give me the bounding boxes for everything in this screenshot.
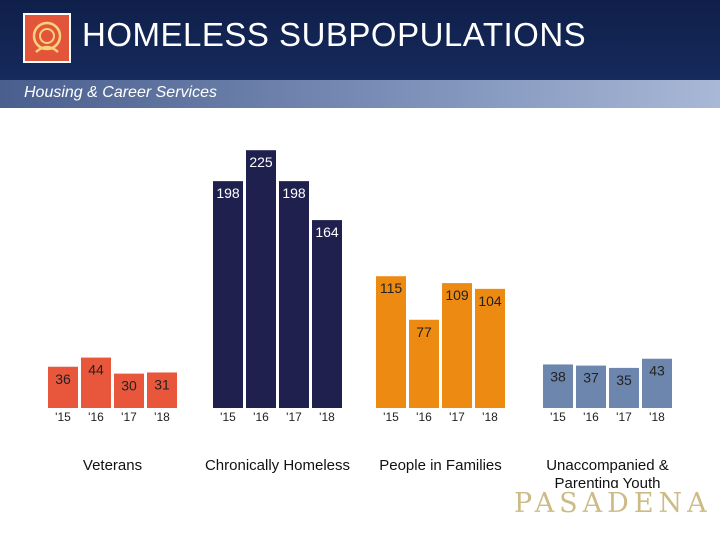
group-label-line: Veterans: [83, 457, 142, 474]
data-label-1-0: 198: [216, 185, 240, 201]
group-label-line: People in Families: [379, 457, 502, 474]
bar-0-0: [48, 366, 78, 408]
page-title: HOMELESS SUBPOPULATIONS: [82, 16, 587, 53]
header-bar: HOMELESS SUBPOPULATIONS: [0, 0, 720, 80]
data-label-0-2: 30: [121, 378, 137, 394]
pasadena-wordmark: PASADENA: [514, 488, 712, 519]
group-label-line: Chronically Homeless: [205, 457, 350, 474]
data-label-2-1: 77: [416, 324, 432, 340]
data-label-2-2: 109: [445, 287, 469, 303]
bar-2-2: [442, 283, 472, 408]
group-label-1: Chronically Homeless: [205, 457, 350, 474]
group-label-3: Unaccompanied & Parenting Youth: [546, 457, 669, 488]
tick-label-1-3: '18: [319, 410, 335, 424]
data-label-3-3: 43: [649, 363, 665, 379]
bar-0-2: [114, 373, 144, 408]
data-label-3-2: 35: [616, 372, 632, 388]
tick-label-3-0: '15: [550, 410, 566, 424]
data-label-3-1: 37: [583, 370, 599, 386]
bar-0-3: [147, 372, 177, 408]
bar-1-0: [213, 181, 243, 408]
subtitle-bar: Housing & Career Services: [0, 80, 720, 108]
tick-label-0-0: '15: [55, 410, 71, 424]
tick-label-2-3: '18: [482, 410, 498, 424]
tick-label-2-0: '15: [383, 410, 399, 424]
bar-0-1: [81, 357, 111, 408]
bar-chart: 36 '15 44 '16 30 '17 31 '18 Veterans 198 '15 225 '16…: [48, 150, 672, 488]
group-label-2: People in Families: [379, 457, 502, 474]
bar-3-1: [576, 365, 606, 408]
tick-label-3-3: '18: [649, 410, 665, 424]
bar-2-0: [376, 276, 406, 408]
data-label-1-3: 164: [315, 224, 339, 240]
data-label-0-0: 36: [55, 371, 71, 387]
bar-1-1: [246, 150, 276, 408]
data-label-2-3: 104: [478, 293, 502, 309]
tick-label-1-2: '17: [286, 410, 302, 424]
bar-3-0: [543, 364, 573, 408]
bar-2-3: [475, 288, 505, 408]
data-label-0-1: 44: [88, 362, 104, 378]
tick-label-2-2: '17: [449, 410, 465, 424]
tick-label-0-2: '17: [121, 410, 137, 424]
data-label-1-1: 225: [249, 154, 273, 170]
tick-label-3-2: '17: [616, 410, 632, 424]
data-label-3-0: 38: [550, 368, 566, 384]
group-label-line: Parenting Youth: [555, 475, 661, 488]
group-label-line: Unaccompanied &: [546, 457, 669, 474]
tick-label-1-1: '16: [253, 410, 269, 424]
bar-3-3: [642, 358, 672, 408]
bar-2-1: [409, 319, 439, 408]
page-subtitle: Housing & Career Services: [24, 84, 217, 101]
tick-label-0-3: '18: [154, 410, 170, 424]
data-label-2-0: 115: [380, 280, 403, 296]
bar-1-3: [312, 220, 342, 408]
bar-1-2: [279, 181, 309, 408]
tick-label-3-1: '16: [583, 410, 599, 424]
rose-logo-icon: [23, 13, 71, 63]
data-label-0-3: 31: [154, 376, 170, 392]
bar-3-2: [609, 367, 639, 408]
group-label-0: Veterans: [83, 457, 142, 474]
tick-label-2-1: '16: [416, 410, 432, 424]
data-label-1-2: 198: [282, 185, 306, 201]
tick-label-0-1: '16: [88, 410, 104, 424]
tick-label-1-0: '15: [220, 410, 236, 424]
